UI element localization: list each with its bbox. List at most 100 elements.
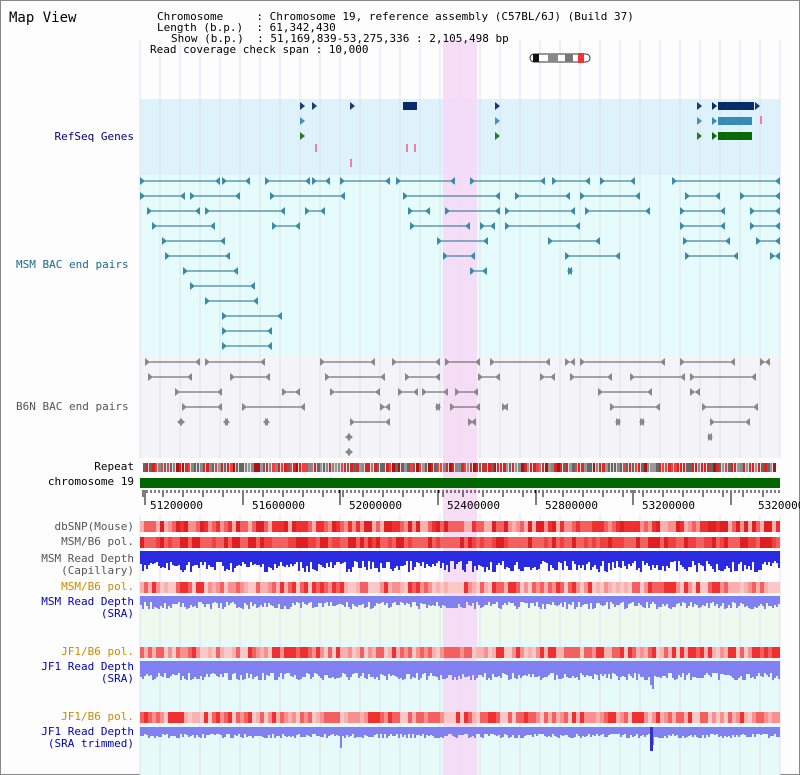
bac-end-marker: [690, 373, 695, 381]
track-label-refseq[interactable]: RefSeq Genes: [54, 130, 134, 143]
track-label-jf1-read-depth[interactable]: JF1 Read Depth: [41, 660, 134, 673]
msm-sra-depth-bar: [362, 596, 364, 604]
jf1-pol-cell: [440, 712, 444, 723]
msm-cap-depth-bar: [274, 551, 276, 564]
msm-cap-depth-bar: [488, 551, 490, 570]
dbsnp-cell: [388, 521, 392, 532]
jf1-trim-depth-bar: [764, 727, 766, 734]
jf1-trim-depth-bar: [712, 727, 714, 734]
dbsnp-cell: [424, 521, 428, 532]
jf1-pol-cell: [548, 647, 552, 658]
bac-end-marker: [595, 237, 600, 245]
jf1-pol-cell: [436, 712, 440, 723]
track-label-jf1-b6-pol-1[interactable]: JF1/B6 pol.: [61, 645, 134, 658]
jf1-pol-cell: [164, 647, 168, 658]
jf1-pol-cell: [484, 647, 488, 658]
msm-sra-depth-bar: [526, 596, 528, 603]
msm-cap-depth-bar: [302, 551, 304, 568]
msm-sra-depth-bar: [540, 596, 542, 609]
track-label-chromosome[interactable]: chromosome 19: [47, 475, 134, 488]
jf1-depth-bar: [316, 661, 318, 674]
bac-end-marker: [720, 222, 725, 230]
track-label-msm-b6-pol-1[interactable]: MSM/B6 pol.: [61, 535, 134, 548]
msm-pol-cell: [568, 582, 572, 593]
jf1-trim-depth-bar: [248, 727, 250, 736]
msm-cap-depth-bar: [382, 551, 384, 568]
msm-sra-depth-bar: [238, 596, 240, 607]
jf1-depth-bar: [630, 661, 632, 676]
msm-sra-depth-bar: [754, 596, 756, 607]
msm-cap-depth-bar: [334, 551, 336, 565]
msm-cap-depth-bar: [678, 551, 680, 561]
track-label-jf1-read-depth-trim[interactable]: JF1 Read Depth: [41, 725, 134, 738]
repeat-block: [683, 463, 685, 472]
jf1-trim-depth-bar: [678, 727, 680, 738]
msm-pol-cell: [340, 537, 344, 548]
repeat-block: [692, 463, 694, 472]
track-label-b6n-bac[interactable]: B6N BAC end pairs: [16, 400, 129, 413]
jf1-depth-bar: [764, 661, 766, 673]
jf1-depth-bar: [368, 661, 370, 674]
msm-sra-depth-bar: [258, 596, 260, 607]
repeat-block: [725, 463, 727, 472]
msm-cap-depth-bar: [696, 551, 698, 572]
msm-pol-cell: [184, 582, 188, 593]
msm-sra-depth-bar: [204, 596, 206, 607]
msm-pol-cell: [248, 537, 252, 548]
msm-pol-cell: [572, 582, 576, 593]
msm-sra-depth-bar: [166, 596, 168, 609]
jf1-depth-bar: [680, 661, 682, 677]
jf1-trim-depth-bar: [300, 727, 302, 737]
jf1-pol-cell: [408, 647, 412, 658]
jf1-depth-bar: [620, 661, 622, 677]
msm-sra-depth-bar: [550, 596, 552, 605]
msm-pol-cell: [460, 582, 464, 593]
jf1-depth-bar: [520, 661, 522, 678]
msm-sra-depth-bar: [150, 596, 152, 602]
bac-end-marker: [750, 222, 755, 230]
msm-cap-depth-bar: [296, 551, 298, 562]
track-label-msm-bac[interactable]: MSM BAC end pairs: [16, 258, 129, 271]
repeat-block: [311, 463, 313, 472]
bac-end-marker: [471, 418, 476, 426]
repeat-block: [452, 463, 454, 472]
track-label-msm-read-depth-sra[interactable]: MSM Read Depth: [41, 595, 134, 608]
msm-sra-depth-bar: [316, 596, 318, 607]
msm-sra-depth-bar: [270, 596, 272, 605]
msm-pol-cell: [476, 582, 480, 593]
msm-sra-depth-bar: [674, 596, 676, 607]
track-label-repeat[interactable]: Repeat: [94, 460, 134, 473]
jf1-pol-cell: [444, 712, 448, 723]
msm-pol-cell: [392, 582, 396, 593]
bac-end-marker: [775, 222, 780, 230]
msm-sra-depth-bar: [426, 596, 428, 608]
dbsnp-cell: [768, 521, 772, 532]
msm-sra-depth-bar: [764, 596, 766, 609]
repeat-block: [437, 463, 439, 472]
jf1-depth-bar: [544, 661, 546, 677]
track-label-jf1-b6-pol-2[interactable]: JF1/B6 pol.: [61, 710, 134, 723]
jf1-depth-bar: [660, 661, 662, 678]
jf1-trim-depth-bar: [676, 727, 678, 735]
bac-end-marker: [267, 327, 272, 335]
jf1-pol-cell: [584, 712, 588, 723]
track-label-dbsnp[interactable]: dbSNP(Mouse): [54, 520, 134, 533]
jf1-pol-cell: [404, 712, 408, 723]
gene-arrow: [350, 102, 355, 110]
jf1-depth-bar: [760, 661, 762, 676]
msm-pol-cell: [196, 537, 200, 548]
msm-cap-depth-bar: [658, 551, 660, 570]
msm-cap-depth-bar: [454, 551, 456, 569]
msm-cap-depth-bar: [268, 551, 270, 567]
track-label-msm-read-depth-cap[interactable]: MSM Read Depth: [41, 552, 134, 565]
bac-end-marker: [253, 297, 258, 305]
jf1-trim-depth-bar: [198, 727, 200, 737]
msm-sra-depth-bar: [398, 596, 400, 605]
dbsnp-cell: [532, 521, 536, 532]
gene-block: [718, 117, 752, 125]
msm-sra-depth-bar: [294, 596, 296, 605]
msm-pol-cell: [760, 582, 764, 593]
track-label-msm-b6-pol-2[interactable]: MSM/B6 pol.: [61, 580, 134, 593]
jf1-trim-depth-bar: [420, 727, 422, 736]
